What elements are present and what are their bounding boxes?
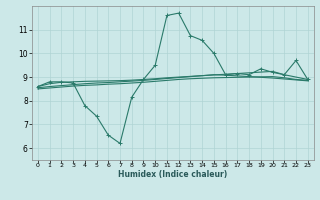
X-axis label: Humidex (Indice chaleur): Humidex (Indice chaleur) bbox=[118, 170, 228, 179]
